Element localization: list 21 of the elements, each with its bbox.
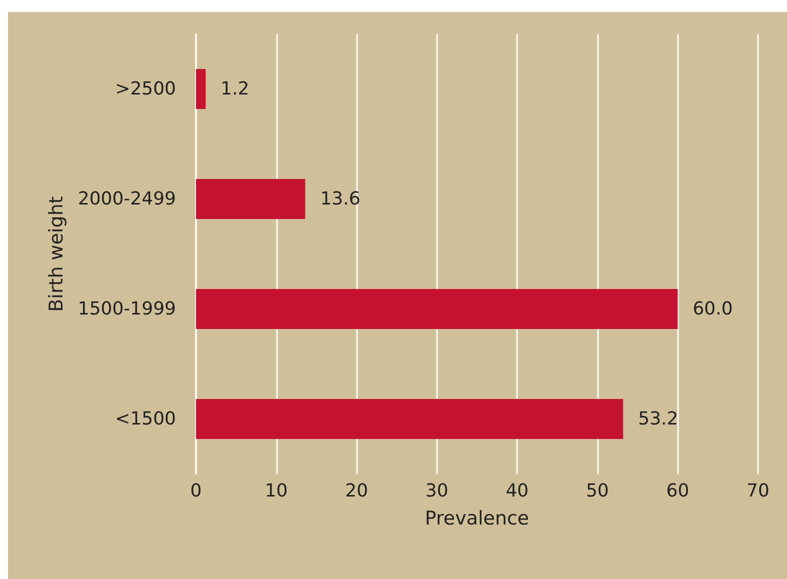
y-tick-label: 1500-1999 xyxy=(78,298,176,320)
x-tick-label: 50 xyxy=(586,480,609,502)
x-tick-label: 20 xyxy=(345,480,368,502)
x-axis-title: Prevalence xyxy=(424,508,530,530)
y-tick-label: 2000-2499 xyxy=(78,188,176,210)
y-tick-label: >2500 xyxy=(115,78,176,100)
bar xyxy=(196,399,624,439)
bar xyxy=(196,69,206,109)
x-tick-label: 10 xyxy=(264,480,288,502)
x-tick-label: 70 xyxy=(746,480,770,502)
x-tick-label: 0 xyxy=(190,480,202,502)
bar xyxy=(196,289,678,329)
y-axis-title: Birth weight xyxy=(46,196,68,312)
x-tick-label: 30 xyxy=(425,480,448,502)
y-tick-label: <1500 xyxy=(115,408,176,430)
data-label: 53.2 xyxy=(638,408,678,430)
data-label: 60.0 xyxy=(692,298,733,320)
x-tick-label: 40 xyxy=(506,480,529,502)
bar xyxy=(196,179,306,219)
data-label: 1.2 xyxy=(220,78,250,100)
x-tick-label: 60 xyxy=(666,480,690,502)
